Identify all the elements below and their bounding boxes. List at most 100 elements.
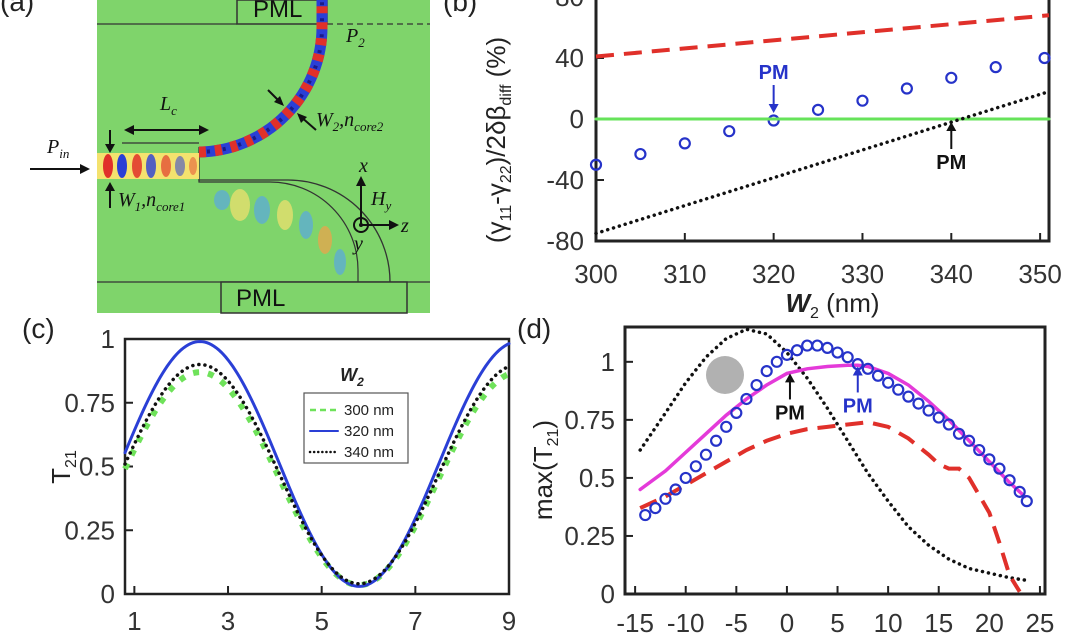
data-point-d — [679, 471, 692, 485]
pm-arrowhead-d — [784, 373, 795, 383]
data-point-b — [989, 61, 1002, 74]
data-point-d — [760, 365, 773, 378]
data-point-d — [1013, 485, 1026, 498]
series-line-c-340-nm — [123, 362, 511, 586]
pml-bottom-label: PML — [236, 285, 285, 312]
y-tick-label-c: 0.75 — [64, 388, 115, 418]
coordinate-axes: x z y Hy — [352, 155, 409, 255]
data-point-b — [945, 71, 958, 84]
y-tick-label-b: -80 — [546, 226, 584, 256]
series-line-b-dotted — [594, 89, 1051, 236]
data-point-d — [780, 348, 794, 361]
data-point-d — [831, 346, 844, 359]
data-point-d — [720, 420, 733, 433]
y-tick-label-c: 0 — [101, 579, 115, 609]
data-point-d — [993, 462, 1006, 475]
w2-ncore2-label: W2,ncore2 — [316, 109, 384, 134]
y-axis-title-d: max(T21) — [528, 420, 562, 520]
data-point-b — [856, 94, 869, 107]
svg-text:Hy: Hy — [370, 188, 391, 213]
x-axis-title-b: W2 (nm) — [785, 288, 879, 322]
svg-text:y: y — [352, 233, 363, 255]
x-tick-label-d: 5 — [830, 608, 844, 635]
data-point-d — [922, 404, 935, 417]
x-tick-label-c: 1 — [127, 606, 141, 635]
legend-box-c — [303, 392, 409, 464]
y-tick-label-b: 40 — [555, 43, 584, 73]
data-point-d — [973, 443, 986, 457]
x-tick-label-c: 3 — [221, 606, 235, 635]
pm-annotation-d: PM — [775, 402, 805, 424]
data-point-d — [892, 383, 905, 396]
pm-arrowhead-b — [768, 104, 779, 113]
y-tick-label-d: 0 — [601, 579, 615, 609]
pml-top-label: PML — [253, 0, 302, 23]
data-point-b — [723, 125, 736, 138]
x-tick-label-c: 7 — [408, 606, 422, 635]
pm-arrowhead-b — [946, 122, 957, 131]
data-point-d — [649, 501, 662, 515]
p2-label: P2 — [345, 25, 365, 50]
data-point-d — [750, 378, 763, 392]
plot-frame-d — [623, 325, 1047, 596]
data-point-d — [639, 508, 652, 522]
x-tick-label-d: -10 — [667, 608, 705, 635]
x-tick-label-d: 15 — [924, 608, 953, 635]
data-point-d — [709, 434, 723, 447]
radiation-field-pattern — [214, 189, 346, 275]
pm-annotation-b: PM — [759, 62, 789, 84]
data-point-d — [1020, 495, 1033, 508]
x-tick-label-c: 9 — [502, 606, 516, 635]
y-tick-label-b: -40 — [546, 165, 584, 195]
data-point-d — [790, 344, 804, 357]
data-point-b — [678, 137, 691, 150]
x-tick-label-d: 0 — [780, 608, 794, 635]
data-point-d — [801, 339, 814, 352]
series-line-c-320-nm — [123, 340, 511, 588]
data-point-d — [740, 392, 753, 406]
y-axis-title-b: (γ11-γ22)/2δβdiff (%) — [481, 37, 515, 243]
data-point-d — [962, 434, 976, 447]
data-point-d — [821, 341, 834, 354]
panel-label-d: (d) — [517, 313, 552, 344]
series-line-c-300-nm — [122, 369, 511, 589]
data-point-b — [589, 158, 603, 171]
data-point-d — [952, 427, 966, 440]
pm-arrowhead-d — [852, 366, 863, 376]
y-tick-label-c: 0.5 — [79, 452, 115, 482]
data-point-b — [634, 147, 647, 161]
data-point-d — [942, 418, 955, 431]
data-point-d — [689, 460, 702, 473]
x-tick-label-d: 25 — [1025, 608, 1054, 635]
data-point-d — [811, 339, 824, 352]
data-point-d — [861, 362, 874, 375]
input-field-pattern — [103, 154, 197, 178]
x-tick-label-b: 350 — [1018, 259, 1061, 289]
data-point-d — [730, 406, 743, 420]
data-point-b — [1038, 51, 1051, 65]
y-tick-label-d: 0.25 — [564, 521, 615, 551]
x-tick-label-b: 330 — [841, 259, 884, 289]
data-point-d — [770, 355, 783, 368]
y-tick-label-d: 0.75 — [564, 405, 615, 435]
x-tick-label-b: 320 — [752, 259, 795, 289]
y-axis-title-c: T21 — [46, 450, 80, 484]
svg-text:x: x — [358, 155, 368, 177]
data-point-d — [1003, 474, 1016, 487]
w1-ncore1-label: W1,ncore1 — [118, 189, 185, 214]
x-tick-label-d: 20 — [975, 608, 1004, 635]
y-tick-label-c: 0.25 — [64, 515, 115, 545]
data-point-d — [912, 397, 925, 410]
data-point-d — [871, 369, 885, 382]
lc-label: Lc — [159, 93, 177, 118]
plot-frame-c — [123, 337, 511, 596]
y-tick-label-b: 0 — [570, 104, 584, 134]
p-in-label: Pin — [46, 136, 69, 161]
data-point-d — [983, 453, 996, 466]
data-point-d — [669, 483, 682, 496]
series-line-d-dotted — [638, 327, 1027, 582]
data-point-d — [902, 390, 915, 403]
data-point-b — [900, 82, 913, 95]
legend-label-c: 320 nm — [344, 423, 394, 440]
data-point-b — [767, 114, 780, 127]
